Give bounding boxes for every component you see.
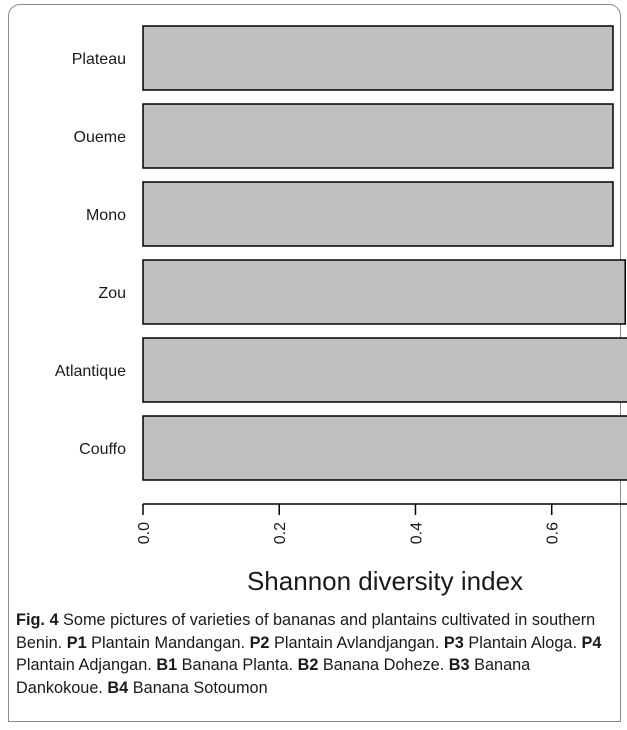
bar-chart: Plateau Oueme Mono Zou Atlantique Couffo 0.0 0… <box>55 25 627 596</box>
category-label-plateau: Plateau <box>72 51 126 68</box>
caption-item-text: Banana Planta. <box>177 656 298 674</box>
caption-item-text: Plantain Adjangan. <box>16 656 157 674</box>
caption-item-text: Banana Sotoumon <box>128 678 268 697</box>
caption-item-text: Plantain Aloga. <box>463 633 582 652</box>
bar-oueme <box>142 103 614 169</box>
category-labels: Plateau Oueme Mono Zou Atlantique Couffo <box>55 51 126 458</box>
caption-item-code: P2 <box>249 633 270 652</box>
x-tick-label: 0.4 <box>408 522 425 544</box>
caption-item-code: B2 <box>297 656 319 674</box>
x-tick-label: 0.2 <box>272 522 289 544</box>
category-label-mono: Mono <box>86 207 126 224</box>
bars-group <box>142 25 627 481</box>
category-label-oueme: Oueme <box>74 129 127 146</box>
caption-fig-label: Fig. 4 <box>16 611 59 629</box>
bar-plateau <box>142 25 614 91</box>
figure-caption: Fig. 4 Some pictures of varieties of ban… <box>16 609 616 699</box>
category-label-couffo: Couffo <box>79 441 126 458</box>
caption-item-code: B4 <box>107 678 129 697</box>
bar-couffo <box>142 415 627 481</box>
caption-item-text: Plantain Avlandjangan. <box>269 633 444 652</box>
category-label-atlantique: Atlantique <box>55 363 126 380</box>
category-label-zou: Zou <box>98 285 126 302</box>
x-tick-label: 0.6 <box>545 522 562 544</box>
caption-item-code: P3 <box>443 633 464 652</box>
caption-item-code: P4 <box>581 633 602 652</box>
x-tick-label: 0.0 <box>136 522 153 544</box>
bar-mono <box>142 181 614 247</box>
caption-item-text: Plantain Mandangan. <box>86 633 250 652</box>
caption-item-text: Banana Dankokoue. <box>16 656 531 697</box>
caption-item-code: B3 <box>448 656 470 674</box>
caption-intro: Some pictures of varieties of bananas an… <box>16 611 596 652</box>
caption-item-text: Banana Doheze. <box>318 656 449 674</box>
caption-items: P1 Plantain Mandangan. P2 Plantain Avlan… <box>16 634 601 697</box>
x-axis-label: Shannon diversity index <box>247 566 523 596</box>
x-axis: 0.00.20.40.60.8 <box>136 503 627 544</box>
caption-item-code: P1 <box>66 633 87 652</box>
bar-zou <box>142 259 627 325</box>
bar-atlantique <box>142 337 627 403</box>
caption-item-code: B1 <box>156 656 178 674</box>
